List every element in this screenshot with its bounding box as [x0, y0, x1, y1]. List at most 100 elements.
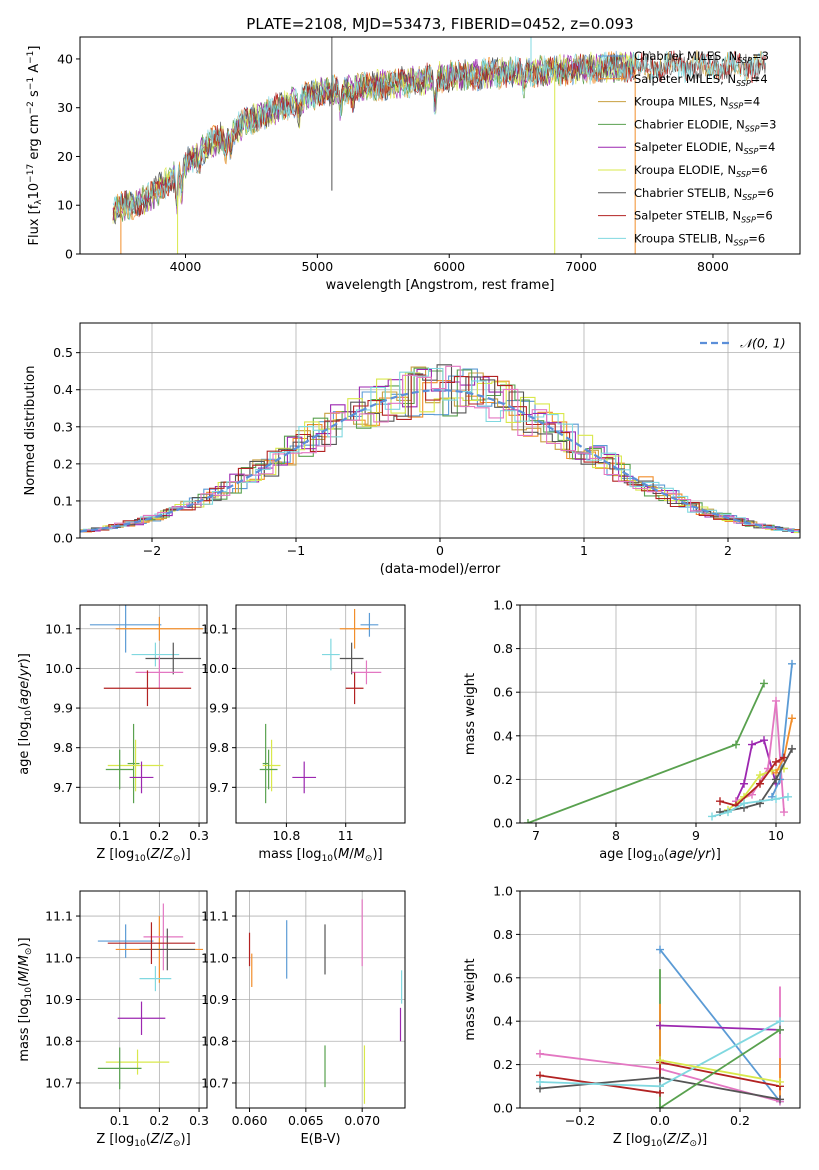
axes-frame — [79, 604, 208, 824]
weight-marker — [780, 808, 788, 817]
weight-line — [659, 1024, 781, 1031]
histogram-step — [82, 367, 800, 533]
y-tick-label: 0.4 — [53, 382, 73, 397]
y-tick-label: 0.6 — [493, 970, 513, 985]
weight-line — [659, 949, 781, 1103]
weight-marker — [772, 775, 780, 784]
y-tick-label: 10.8 — [45, 1034, 73, 1049]
weight-marker — [740, 779, 748, 788]
x-tick-label: 5000 — [301, 259, 333, 274]
y-axis-label: age [log10(age/yr)] — [17, 653, 34, 775]
x-tick-label: −2 — [143, 543, 161, 558]
y-tick-label: 10.1 — [201, 621, 229, 636]
weight-marker — [748, 740, 756, 749]
y-tick-label: 10.9 — [201, 992, 229, 1007]
panel-age_vs_Z: 0.1 0.2 0.3 9.7 9.8 9.9 10.0 10.1 Z [log10(Z/Z⊙)… — [17, 604, 209, 864]
gaussian-curve — [80, 388, 800, 533]
weight-marker — [724, 808, 732, 817]
y-tick-label: 0.8 — [493, 641, 513, 656]
x-tick-label: 0.1 — [110, 1113, 130, 1128]
plot-area-mass_vs_ebv — [248, 899, 403, 1104]
axes-frame — [235, 604, 406, 824]
plot-area-spectrum — [112, 37, 766, 254]
x-tick-label: 7000 — [565, 259, 597, 274]
weight-marker — [536, 1049, 544, 1058]
y-tick-label: 0.2 — [53, 456, 73, 471]
x-tick-label: 0.1 — [110, 828, 130, 843]
x-axis-label: wavelength [Angstrom, rest frame] — [326, 278, 555, 293]
y-tick-label: 10.7 — [45, 1075, 73, 1090]
y-tick-label: 0.4 — [493, 728, 513, 743]
histogram-step — [85, 365, 800, 532]
panel-weight_vs_age: 7 8 9 10 0.0 0.2 0.4 0.6 0.8 1.0 age [log10(age/yr… — [463, 598, 801, 864]
x-tick-label: 4000 — [170, 259, 202, 274]
y-tick-label: 0 — [65, 247, 73, 262]
x-axis-label: age [log10(age/yr)] — [599, 847, 721, 864]
y-tick-label: 1.0 — [493, 884, 513, 899]
spectrum-line-salpeter-stelib — [112, 50, 766, 221]
weight-marker — [788, 659, 796, 668]
y-tick-label: 10.8 — [201, 1034, 229, 1049]
y-tick-label: 0.5 — [53, 345, 73, 360]
weight-marker — [656, 1073, 664, 1082]
x-tick-label: −1 — [287, 543, 305, 558]
weight-marker — [760, 679, 768, 688]
x-tick-label: 10 — [768, 828, 784, 843]
spectrum-line-kroupa-elodie — [112, 51, 634, 224]
x-axis-label: Z [log10(Z/Z⊙)] — [96, 1132, 190, 1149]
x-tick-label: 7 — [532, 828, 540, 843]
y-tick-label: 0.0 — [493, 1101, 513, 1116]
x-tick-label: 2 — [724, 543, 732, 558]
x-tick-label: 0.070 — [344, 1113, 380, 1128]
panel-age_vs_mass: 10.8 11 9.7 9.8 9.9 10.0 10.1 mass [log10(M/M⊙)… — [201, 604, 406, 864]
x-tick-label: 11 — [338, 828, 354, 843]
panel-mass_vs_ebv: 0.060 0.065 0.070 10.7 10.8 10.9 11.0 11.1 E(B-V… — [201, 890, 406, 1147]
plot-area-mass_vs_Z — [97, 903, 204, 1090]
y-tick-label: 9.7 — [209, 780, 229, 795]
weight-marker — [756, 771, 764, 780]
weight-marker — [716, 797, 724, 806]
x-tick-label: 0.3 — [189, 828, 209, 843]
y-tick-label: 11.1 — [201, 909, 229, 924]
x-tick-label: 0.060 — [232, 1113, 268, 1128]
legend-label: Salpeter ELODIE, NSSP=4 — [634, 140, 775, 156]
y-tick-label: 1.0 — [493, 598, 513, 613]
x-tick-label: 0.065 — [288, 1113, 324, 1128]
y-axis-label: mass [log10(M/M⊙)] — [17, 937, 34, 1061]
weight-marker — [708, 812, 716, 821]
y-tick-label: 11.0 — [201, 950, 229, 965]
plot-area-weight_vs_age — [524, 659, 796, 823]
y-tick-label: 11.1 — [45, 909, 73, 924]
weight-marker — [760, 736, 768, 745]
x-tick-label: 1 — [580, 543, 588, 558]
weight-marker — [756, 779, 764, 788]
x-tick-label: 9 — [692, 828, 700, 843]
y-tick-label: 10.9 — [45, 992, 73, 1007]
x-tick-label: 0.2 — [149, 828, 169, 843]
plot-area-weight_vs_Z — [536, 945, 784, 1108]
y-tick-label: 10 — [57, 198, 73, 213]
y-tick-label: 0.6 — [493, 685, 513, 700]
legend-label: Kroupa MILES, NSSP=4 — [634, 95, 760, 111]
weight-marker — [740, 799, 748, 808]
histogram-step — [80, 372, 800, 534]
x-axis-label: Z [log10(Z/Z⊙)] — [96, 847, 190, 864]
y-axis-label: Flux [fλ10−17 erg cm−2 s−1 A−1] — [26, 46, 44, 246]
panel-mass_vs_Z: 0.1 0.2 0.3 10.7 10.8 10.9 11.0 11.1 Z [log10(Z/… — [17, 890, 209, 1149]
x-tick-label: 8000 — [697, 259, 729, 274]
y-tick-label: 9.9 — [209, 701, 229, 716]
weight-marker — [776, 1025, 784, 1034]
y-tick-label: 10.7 — [201, 1075, 229, 1090]
y-axis-label: Normed distribution — [23, 366, 38, 496]
legend-label: Kroupa ELODIE, NSSP=6 — [634, 163, 768, 179]
y-axis-label: mass weight — [463, 958, 478, 1040]
y-tick-label: 0.8 — [493, 927, 513, 942]
y-tick-label: 10.0 — [45, 661, 73, 676]
y-tick-label: 0.3 — [53, 419, 73, 434]
legend-label: Chabrier STELIB, NSSP=6 — [634, 186, 774, 202]
y-tick-label: 0.2 — [493, 1057, 513, 1072]
plot-area-age_vs_mass — [259, 608, 382, 804]
x-tick-label: 8 — [612, 828, 620, 843]
y-tick-label: 0.0 — [53, 531, 73, 546]
